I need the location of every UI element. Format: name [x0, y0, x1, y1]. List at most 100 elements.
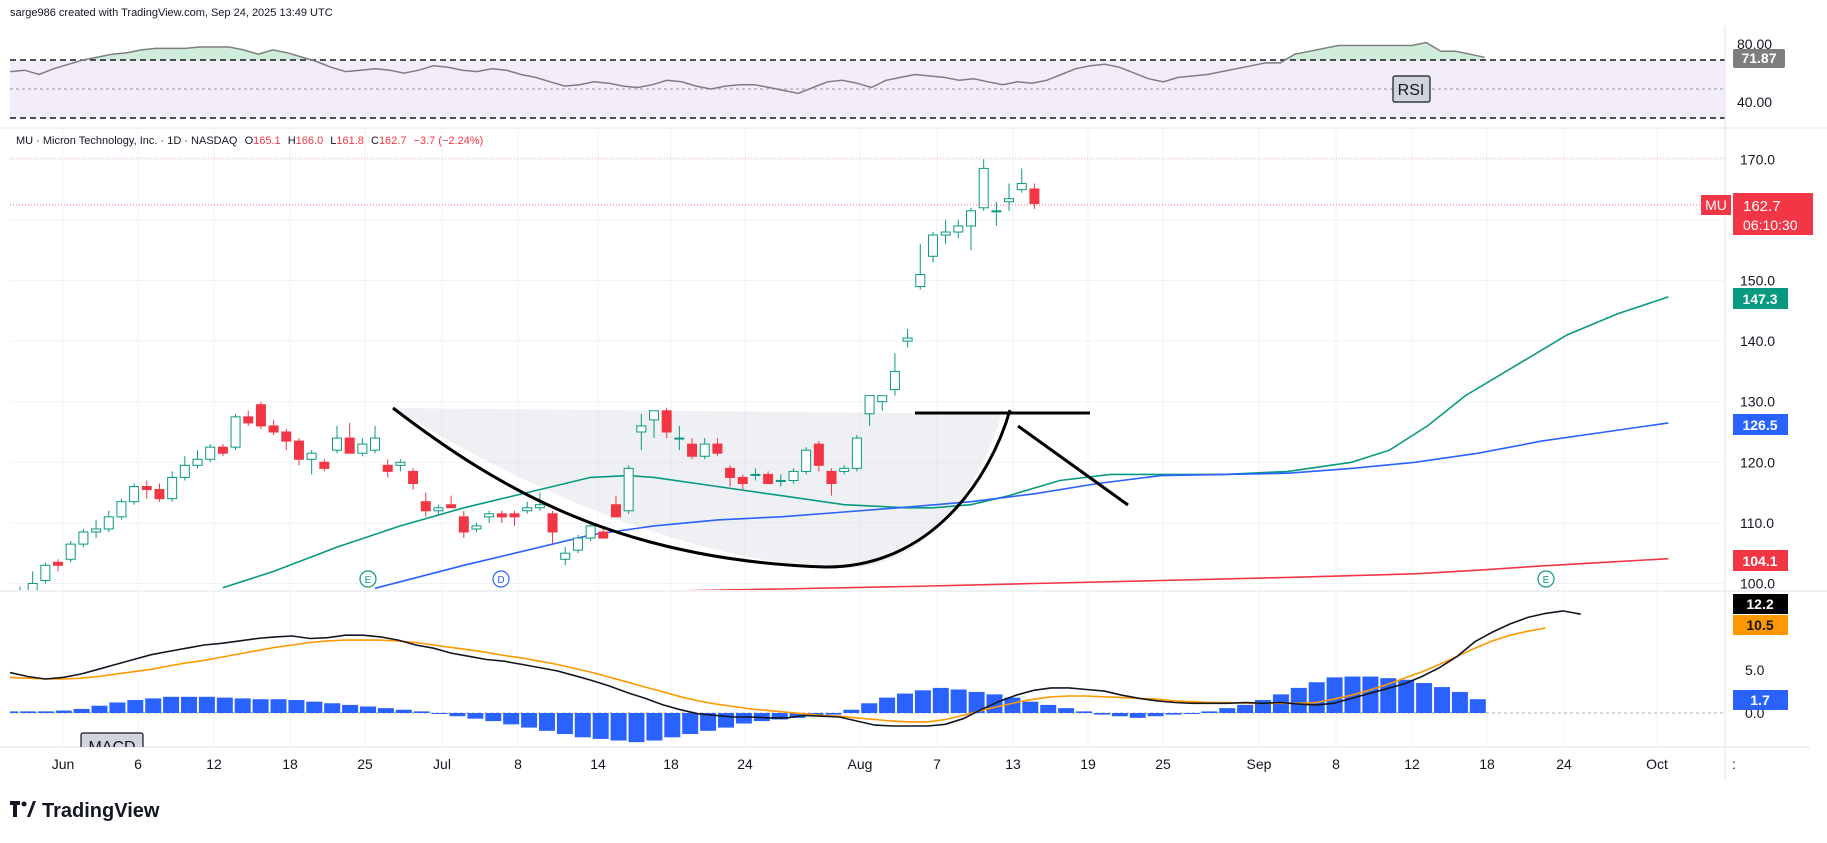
macd-hist-bar: [413, 711, 430, 713]
time-tick-label: 25: [1155, 756, 1171, 772]
macd-hist-bar: [19, 711, 36, 713]
macd-hist-bar: [467, 713, 484, 719]
close-label: C: [370, 135, 379, 147]
candle: [19, 586, 21, 590]
macd-hist-bar: [449, 713, 466, 717]
macd-hist-bar: [1290, 687, 1307, 713]
candle: [598, 528, 609, 539]
candle: [826, 468, 837, 496]
candle: [357, 438, 368, 457]
brand[interactable]: TradingView: [10, 800, 159, 823]
candle: [851, 435, 862, 472]
svg-text:D: D: [497, 575, 504, 586]
macd-hist-bar: [1165, 713, 1182, 715]
candle: [458, 510, 469, 539]
macd-pane: 5.0 0.0 12.2 10.5 1.7 MACD: [10, 594, 1788, 747]
macd-label-box: [80, 732, 144, 747]
macd-hist-bar: [306, 701, 323, 713]
macd-hist-bar: [1451, 691, 1468, 713]
price-tick-label: 140.0: [1740, 333, 1775, 349]
sma20-badge: 147.3: [1733, 288, 1788, 309]
tradingview-logo-icon: [10, 800, 36, 823]
candle: [293, 438, 304, 466]
sma20-value-label: 147.3: [1742, 291, 1777, 307]
macd-hist-bar: [1326, 677, 1343, 713]
time-tick-label: 18: [663, 756, 679, 772]
candle: [801, 447, 812, 475]
macd-hist-bar: [485, 713, 502, 722]
brand-name: TradingView: [42, 800, 160, 822]
macd-hist-bar: [37, 711, 54, 713]
macd-hist-bar: [539, 713, 555, 731]
candle: [623, 465, 634, 514]
dividend-marker[interactable]: D: [492, 570, 510, 588]
candle: [496, 510, 507, 523]
candle: [915, 244, 926, 290]
earnings-marker-upcoming[interactable]: E: [1537, 570, 1555, 588]
macd-hist-bar: [646, 713, 663, 741]
macd-hist-bar: [234, 698, 251, 713]
symbol-title[interactable]: MU · Micron Technology, Inc. · 1D · NASD…: [16, 135, 238, 147]
time-tick-label: 14: [590, 756, 606, 772]
svg-text:E: E: [365, 575, 372, 586]
candle: [1016, 168, 1027, 193]
price-tick-label: 130.0: [1740, 394, 1775, 410]
earnings-marker[interactable]: E: [359, 570, 377, 588]
rsi-band: [10, 60, 1725, 118]
macd-hist-bar: [879, 697, 896, 713]
price-tick-label: 110.0: [1740, 515, 1774, 531]
high-label: H: [287, 135, 296, 147]
macd-hist-bar: [73, 708, 90, 713]
candle: [27, 571, 38, 590]
symbol-legend: MU · Micron Technology, Inc. · 1D · NASD…: [16, 135, 483, 147]
candle: [560, 547, 571, 566]
candle: [192, 450, 203, 469]
cup-curve: [392, 406, 1012, 569]
macd-hist-bar: [825, 713, 842, 715]
candle: [471, 522, 482, 532]
time-tick-label: 18: [1479, 756, 1495, 772]
open-value: 165.1: [253, 135, 281, 147]
macd-hist-bar: [181, 696, 197, 713]
time-axis-more: :: [1732, 756, 1736, 772]
time-tick-label: 24: [737, 756, 753, 772]
macd-hist-bar: [1058, 708, 1075, 713]
macd-hist-bar: [1201, 711, 1218, 713]
rsi-value-badge: [1733, 49, 1785, 68]
macd-hist-bar: [1076, 711, 1092, 713]
rsi-line: [10, 41, 1485, 95]
candle: [217, 444, 228, 457]
sma50-value-label: 126.5: [1742, 417, 1777, 433]
time-tick-label: 24: [1556, 756, 1572, 772]
time-tick-label: 19: [1080, 756, 1096, 772]
macd-hist-bar: [1434, 687, 1450, 713]
macd-hist-bar: [592, 713, 609, 739]
candle: [433, 504, 444, 514]
hist-value-label: 1.7: [1750, 692, 1770, 708]
low-label: L: [330, 135, 337, 147]
sma200-line: [685, 557, 1669, 590]
macd-hist-bar: [610, 713, 627, 741]
candle: [877, 395, 888, 411]
candle: [319, 459, 330, 472]
macd-hist-bar: [897, 693, 913, 713]
svg-text:E: E: [1543, 575, 1550, 586]
macd-hist-bar: [628, 713, 645, 743]
macd-hist-bar: [1219, 708, 1236, 713]
macd-hist-bar: [1004, 697, 1021, 713]
macd-hist-bar: [1308, 682, 1325, 713]
candle: [813, 441, 824, 472]
macd-hist-bar: [127, 700, 144, 713]
macd-hist-bar: [1022, 701, 1039, 713]
macd-value-label: 12.2: [1746, 596, 1773, 612]
macd-hist-bar: [664, 713, 681, 738]
candle: [725, 465, 736, 487]
macd-value-badge: [1733, 594, 1788, 614]
price-tick-label: 150.0: [1740, 273, 1775, 289]
candle: [370, 425, 381, 454]
candle: [953, 219, 964, 239]
signal-value-badge: [1733, 615, 1788, 635]
time-tick-label: 18: [282, 756, 298, 772]
time-axis[interactable]: Jun 6 12 18 25 Jul 8 14 18 24 Aug 7 13 19 25 Sep 8 12 18 24…: [52, 756, 1668, 772]
time-tick-label: 7: [933, 756, 941, 772]
